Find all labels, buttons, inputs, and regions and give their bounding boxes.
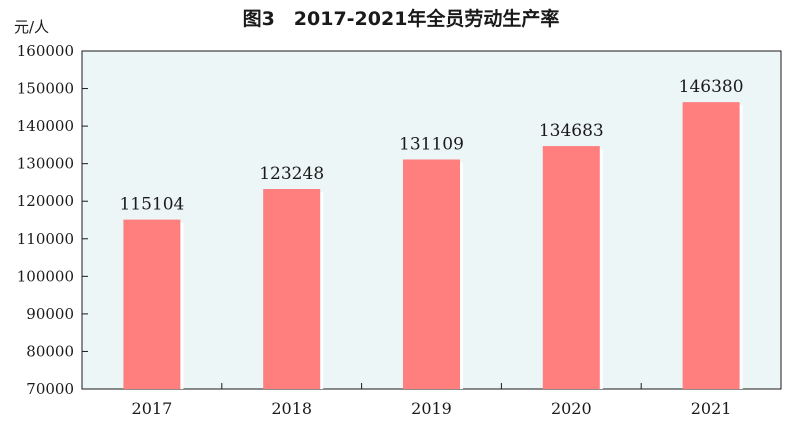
- y-tick-label: 160000: [17, 42, 74, 60]
- y-tick-label: 140000: [17, 117, 74, 135]
- bar: [682, 102, 740, 389]
- x-tick-label: 2021: [691, 399, 732, 418]
- data-label: 115104: [119, 195, 184, 215]
- x-tick-label: 2017: [132, 399, 173, 418]
- data-label: 146380: [679, 77, 744, 97]
- bar: [263, 189, 321, 389]
- y-tick-label: 80000: [26, 342, 74, 360]
- bar: [403, 159, 460, 389]
- y-tick-label: 130000: [17, 155, 74, 173]
- y-axis-unit-label: 元/人: [14, 18, 50, 36]
- y-tick-label: 90000: [26, 305, 74, 323]
- y-tick-label: 100000: [17, 267, 74, 285]
- x-tick-label: 2018: [271, 399, 312, 418]
- y-tick-label: 150000: [17, 80, 74, 98]
- data-label: 123248: [259, 164, 324, 184]
- data-label: 134683: [539, 121, 604, 141]
- y-tick-label: 70000: [26, 380, 74, 398]
- bar: [542, 146, 600, 389]
- x-tick-label: 2020: [551, 399, 592, 418]
- bar: [123, 219, 181, 389]
- chart-title: 图3 2017-2021年全员劳动生产率: [242, 8, 560, 30]
- y-tick-label: 110000: [17, 230, 74, 248]
- data-label: 131109: [399, 135, 464, 155]
- y-tick-label: 120000: [17, 192, 74, 210]
- x-tick-label: 2019: [411, 399, 452, 418]
